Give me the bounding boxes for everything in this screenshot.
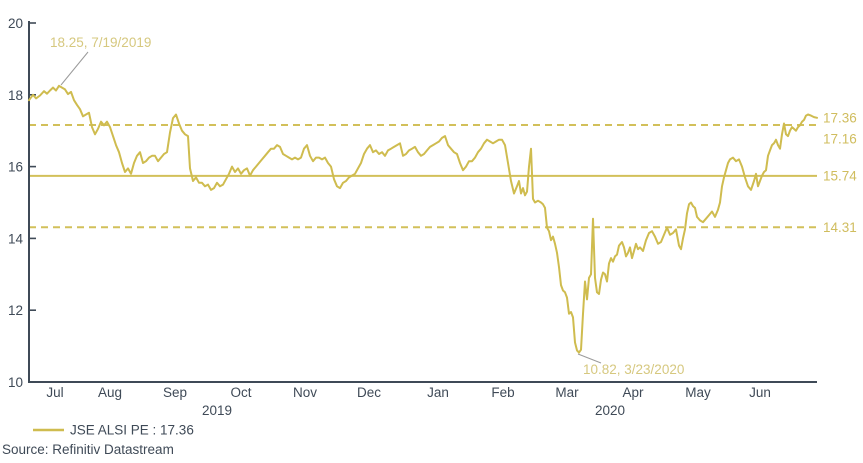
x-month-label: Jan xyxy=(427,385,449,400)
x-month-label: May xyxy=(685,385,711,400)
callout-line-trough xyxy=(577,353,602,364)
right-value-label: 14.31 xyxy=(823,220,857,235)
x-month-label: Mar xyxy=(555,385,579,400)
x-month-label: Feb xyxy=(491,385,514,400)
source-text: Source: Refinitiv Datastream xyxy=(2,442,174,457)
pe-series-line xyxy=(28,84,818,354)
x-year-label: 2020 xyxy=(595,403,625,418)
y-tick-label: 14 xyxy=(8,231,24,246)
annotation-peak: 18.25, 7/19/2019 xyxy=(50,35,151,50)
right-value-label: 15.74 xyxy=(823,168,857,183)
y-tick-label: 18 xyxy=(8,88,23,103)
x-year-label: 2019 xyxy=(202,403,232,418)
legend-label: JSE ALSI PE : 17.36 xyxy=(70,423,194,438)
x-month-label: Apr xyxy=(622,385,644,400)
x-month-label: Dec xyxy=(357,385,381,400)
x-month-label: Sep xyxy=(163,385,187,400)
annotation-trough: 10.82, 3/23/2020 xyxy=(583,362,684,377)
x-month-label: Jul xyxy=(46,385,63,400)
x-month-label: Nov xyxy=(293,385,317,400)
y-tick-label: 16 xyxy=(8,160,23,175)
x-month-label: Oct xyxy=(230,385,251,400)
y-tick-label: 20 xyxy=(8,16,23,31)
y-tick-label: 12 xyxy=(8,303,23,318)
x-month-label: Jun xyxy=(749,385,771,400)
plot-area: 20 18 16 14 12 10 Jul Aug Sep Oct Nov Dec Jan Feb Mar A… xyxy=(8,16,857,418)
x-month-label: Aug xyxy=(98,385,122,400)
callout-line-peak xyxy=(60,51,89,86)
right-value-label: 17.16 xyxy=(823,131,857,146)
legend: JSE ALSI PE : 17.36 xyxy=(33,423,194,438)
right-value-label: 17.36 xyxy=(823,110,857,125)
y-tick-label: 10 xyxy=(8,375,23,390)
